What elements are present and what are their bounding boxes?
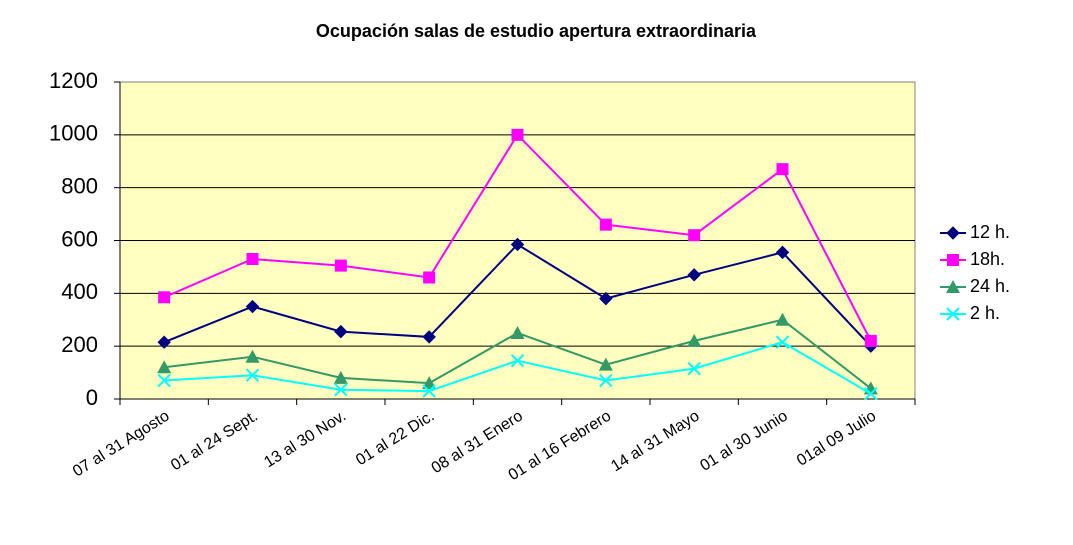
marker — [775, 245, 790, 260]
y-tick-label: 1000 — [49, 121, 98, 146]
marker — [422, 376, 437, 390]
marker — [598, 357, 613, 371]
marker — [946, 307, 960, 321]
y-tick-label: 0 — [86, 385, 98, 410]
marker — [947, 254, 959, 266]
x-tick-label: 07 al 31 Agosto — [70, 407, 173, 480]
x-tick-label: 01 al 30 Junio — [697, 408, 791, 475]
x-tick-label: 13 al 30 Nov. — [261, 408, 349, 472]
marker — [510, 353, 525, 368]
marker — [599, 218, 612, 231]
marker — [688, 229, 701, 242]
marker — [510, 325, 525, 339]
x-tick-label: 01 al 24 Sept. — [168, 408, 261, 475]
marker — [864, 334, 877, 347]
marker — [158, 291, 171, 304]
legend-marker — [947, 254, 959, 266]
legend-marker — [946, 307, 960, 321]
marker — [511, 128, 524, 141]
y-tick-label: 800 — [61, 173, 98, 198]
legend-label: 18h. — [970, 249, 1005, 269]
y-tick-label: 1200 — [49, 68, 98, 93]
marker — [157, 360, 172, 374]
marker — [422, 384, 436, 398]
marker — [334, 383, 348, 397]
y-tick-label: 200 — [61, 332, 98, 357]
marker — [776, 163, 789, 176]
x-tick-label: 01al 09 Julio — [794, 407, 879, 469]
legend-marker — [946, 280, 960, 293]
marker — [245, 299, 260, 314]
marker — [946, 280, 960, 293]
marker — [946, 226, 960, 240]
x-tick-label: 01 al 22 Dic. — [353, 408, 437, 470]
marker — [687, 333, 702, 347]
legend-label: 24 h. — [970, 276, 1010, 296]
legend-label: 12 h. — [970, 222, 1010, 242]
marker — [510, 237, 525, 252]
marker — [334, 324, 348, 339]
marker — [599, 373, 613, 388]
y-tick-label: 400 — [61, 279, 98, 304]
marker — [687, 268, 701, 282]
marker — [775, 335, 790, 349]
legend-marker — [946, 226, 960, 240]
chart-title: Ocupación salas de estudio apertura extr… — [316, 21, 757, 41]
legend-label: 2 h. — [970, 303, 1000, 323]
marker — [864, 387, 878, 401]
marker — [246, 252, 259, 265]
marker — [157, 335, 171, 349]
marker — [245, 349, 260, 363]
marker — [775, 312, 790, 326]
marker — [157, 373, 171, 388]
marker — [333, 370, 348, 384]
marker — [599, 291, 613, 306]
marker — [334, 259, 347, 272]
marker — [422, 330, 436, 344]
x-tick-label: 14 al 31 Mayo — [608, 408, 702, 476]
marker — [423, 271, 436, 284]
y-tick-label: 600 — [61, 226, 98, 251]
marker — [245, 368, 260, 382]
marker — [687, 361, 701, 376]
